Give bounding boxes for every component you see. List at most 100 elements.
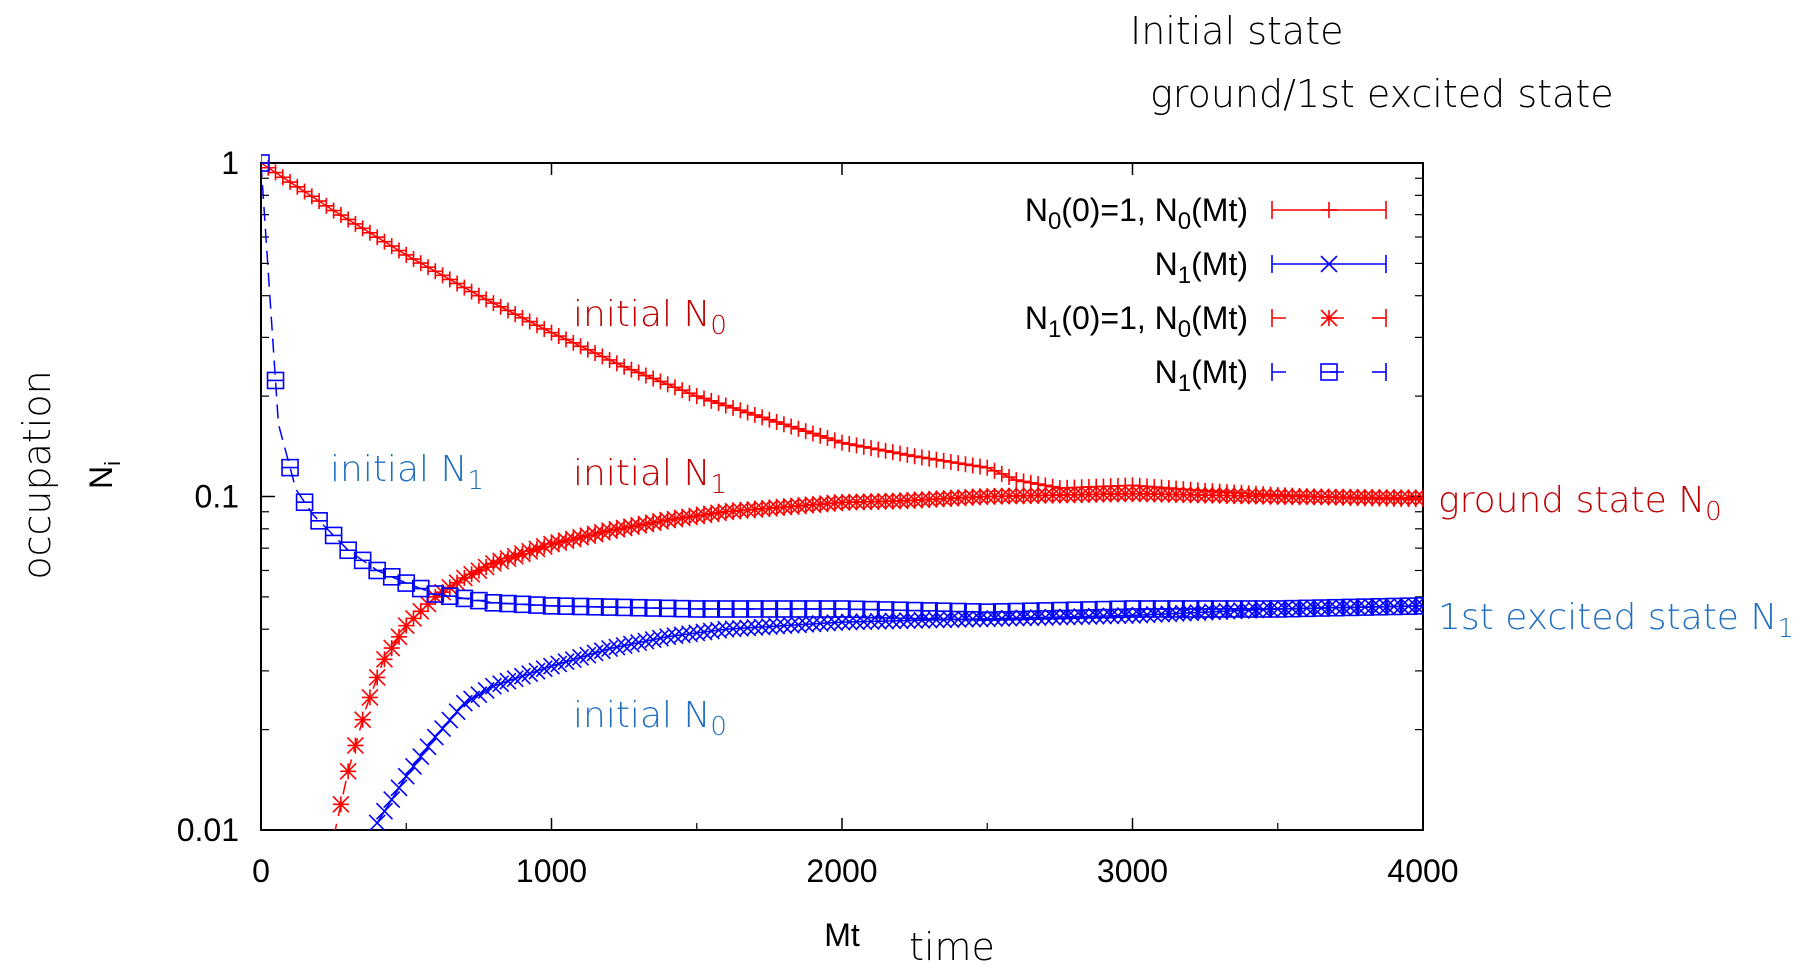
data-point [557, 653, 575, 671]
data-point [434, 267, 451, 284]
data-point [310, 512, 328, 530]
data-point [629, 598, 648, 617]
data-point [550, 328, 567, 345]
data-point [361, 224, 378, 241]
data-point [448, 703, 466, 721]
data-point [855, 438, 872, 455]
data-point [289, 178, 306, 195]
data-point [542, 597, 561, 615]
data-point [484, 594, 503, 612]
data-point [368, 814, 386, 830]
legend-label-part: N [1155, 354, 1178, 390]
data-point [420, 259, 437, 276]
data-point [869, 612, 887, 630]
data-point [898, 612, 916, 630]
data-point [601, 639, 619, 658]
data-point [369, 229, 386, 246]
data-point [390, 628, 408, 646]
data-point [601, 351, 618, 368]
data-point [732, 402, 749, 419]
data-point [441, 271, 458, 288]
data-point [789, 600, 808, 618]
data-point [397, 767, 415, 785]
data-point [899, 446, 916, 463]
data-point [630, 634, 648, 652]
data-point [652, 373, 669, 390]
data-point [274, 169, 291, 186]
data-point [564, 650, 582, 669]
data-point [913, 449, 930, 466]
data-point [1167, 604, 1185, 623]
legend-marker [1321, 202, 1337, 218]
data-point [521, 313, 538, 330]
annotation-6: 1st excited state N1 [1438, 597, 1794, 644]
data-point [979, 459, 996, 476]
data-point [426, 585, 445, 603]
data-point [1007, 609, 1025, 627]
data-point [826, 432, 843, 449]
data-point [441, 587, 459, 606]
data-point [716, 600, 735, 618]
data-point [644, 599, 662, 617]
data-point [725, 399, 742, 416]
data-point [616, 358, 633, 375]
series-layer [261, 154, 1423, 830]
legend-label: N1(Mt) [1155, 246, 1248, 289]
legend-label-part: N [1155, 246, 1178, 282]
legend-label-part: 0 [1178, 208, 1191, 235]
annotation-text: initial N [573, 294, 710, 335]
data-point [688, 388, 705, 405]
data-point [346, 736, 364, 755]
data-point [804, 600, 822, 618]
data-point [267, 164, 284, 181]
data-point [957, 456, 974, 473]
data-point [456, 279, 473, 296]
axis-ticks [260, 162, 1424, 831]
data-point [651, 629, 670, 647]
data-point [731, 619, 749, 637]
data-point [891, 612, 909, 630]
data-point [579, 341, 596, 358]
data-point [892, 445, 909, 462]
x-tick-label: 2000 [806, 853, 877, 889]
data-point [470, 287, 487, 304]
header-line1: Initial state [1130, 9, 1344, 53]
annotation-text: initial N [573, 695, 710, 736]
annotation-4: initial N0 [573, 695, 727, 742]
data-point [455, 589, 474, 608]
data-point [1008, 472, 1025, 489]
legend-label-part: 1 [1048, 316, 1061, 343]
data-point [557, 597, 575, 615]
data-point [340, 211, 357, 228]
y-axis-label-symbol: Ni [83, 461, 125, 489]
y-tick-label: 1 [221, 145, 239, 181]
data-point [382, 567, 401, 586]
legend-label-part: (Mt) [1191, 300, 1248, 336]
data-point [1022, 609, 1040, 627]
x-tick-label: 3000 [1097, 853, 1168, 889]
data-point [383, 639, 401, 657]
data-point [790, 420, 807, 437]
data-point [368, 561, 387, 580]
data-point [361, 688, 379, 706]
data-point [542, 657, 561, 675]
data-point [913, 611, 931, 629]
data-point [855, 613, 873, 631]
data-point [1094, 607, 1113, 625]
annotation-3: initial N1 [330, 449, 484, 496]
legend-entry-4: N1(Mt) [1155, 354, 1387, 397]
data-point [485, 295, 502, 312]
data-point [426, 728, 444, 746]
data-point [688, 624, 706, 642]
series-line [376, 605, 1423, 824]
data-point [296, 183, 313, 200]
data-point [339, 541, 357, 560]
data-point [1109, 607, 1127, 625]
data-point [877, 442, 894, 459]
data-point [499, 302, 516, 319]
data-point [819, 430, 836, 447]
data-point [354, 711, 372, 729]
data-point [492, 298, 509, 315]
data-point [782, 616, 800, 634]
